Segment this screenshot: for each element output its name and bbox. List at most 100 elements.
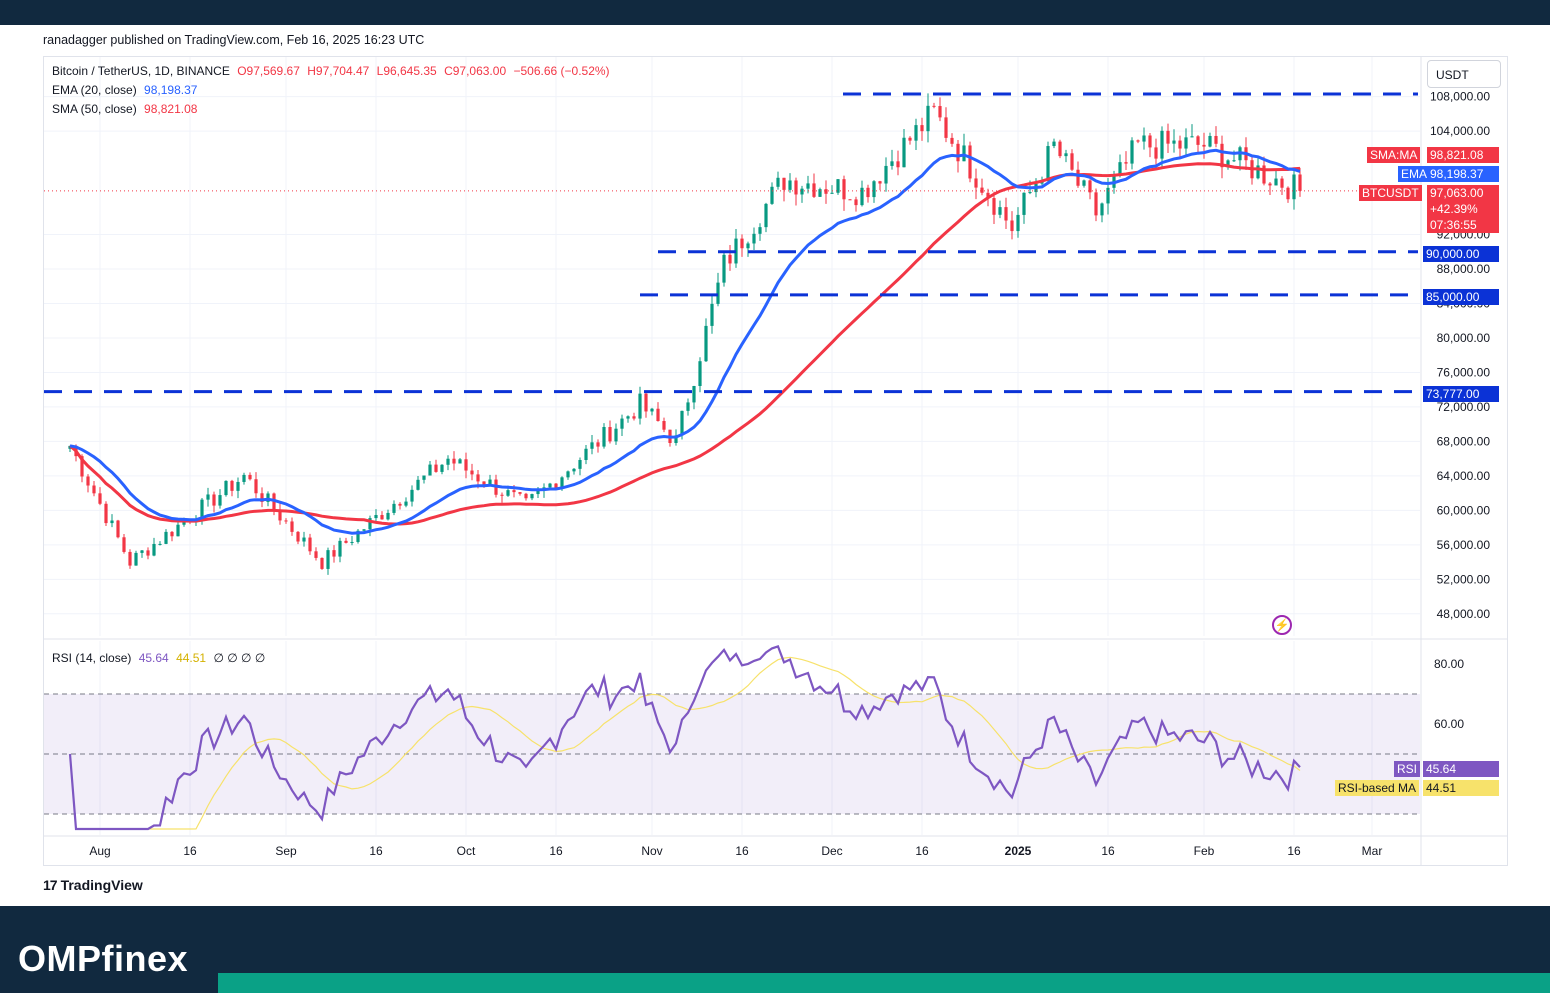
candle <box>878 181 882 184</box>
ema-legend[interactable]: EMA (20, close) 98,198.37 <box>52 83 201 97</box>
candle <box>1100 203 1104 216</box>
open-value: O97,569.67 <box>237 64 300 78</box>
candle <box>368 518 372 530</box>
candle <box>656 408 660 422</box>
candle <box>1166 130 1170 144</box>
candle <box>1022 192 1026 215</box>
candle <box>818 189 822 197</box>
candle <box>1124 162 1128 164</box>
time-tick-label: 16 <box>183 844 197 858</box>
candle <box>152 543 156 556</box>
rsi-tick-label: 80.00 <box>1434 657 1464 671</box>
candle <box>554 483 558 489</box>
candle <box>1226 160 1230 168</box>
candle <box>1280 178 1284 188</box>
lightning-icon[interactable]: ⚡ <box>1272 615 1292 635</box>
candle <box>140 550 144 553</box>
candle <box>1190 136 1194 138</box>
candle <box>944 117 948 138</box>
time-tick-label: Nov <box>641 844 662 858</box>
tradingview-logo[interactable]: 17 TradingView <box>43 877 143 893</box>
candle <box>242 474 246 482</box>
candle <box>182 521 186 525</box>
price-tick-label: 80,000.00 <box>1437 331 1491 345</box>
candle <box>812 183 816 197</box>
candle <box>680 410 684 436</box>
candle <box>128 551 132 566</box>
price-tick-label: 52,000.00 <box>1437 572 1491 586</box>
candle <box>806 183 810 189</box>
candle <box>110 520 114 524</box>
candle <box>1148 135 1152 148</box>
candle <box>872 181 876 198</box>
candle <box>1160 130 1164 159</box>
candle <box>1274 178 1278 186</box>
change-percent: +42.39% <box>1430 202 1478 216</box>
candle <box>932 105 936 107</box>
rsi-legend[interactable]: RSI (14, close) 45.64 44.51 ∅ ∅ ∅ ∅ <box>52 651 269 665</box>
candle <box>764 203 768 228</box>
candle <box>320 557 324 569</box>
time-tick-label: Dec <box>821 844 842 858</box>
candle <box>1184 137 1188 149</box>
symbol-legend: Bitcoin / TetherUS, 1D, BINANCE O97,569.… <box>52 64 614 78</box>
candle <box>482 481 486 486</box>
candle <box>1298 174 1302 191</box>
candle <box>992 198 996 215</box>
ema-label: EMA (20, close) <box>52 83 137 97</box>
bar-countdown: 07:36:55 <box>1430 218 1477 232</box>
sma-legend[interactable]: SMA (50, close) 98,821.08 <box>52 102 201 116</box>
currency-selector[interactable]: USDT <box>1427 60 1501 88</box>
candle <box>854 199 858 206</box>
candle <box>776 177 780 187</box>
candle <box>344 540 348 543</box>
candle <box>1088 180 1092 193</box>
brand-name-b: finex <box>101 938 189 979</box>
candle <box>596 442 600 447</box>
publisher-caption: ranadagger published on TradingView.com,… <box>43 33 425 47</box>
candle <box>146 550 150 556</box>
candle <box>374 515 378 519</box>
price-tick-label: 64,000.00 <box>1437 469 1491 483</box>
tradingview-wordmark: TradingView <box>60 877 143 893</box>
time-tick-label: 16 <box>1287 844 1301 858</box>
candle <box>626 416 630 419</box>
rsi-ma-name-tag: RSI-based MA <box>1335 780 1420 796</box>
candle <box>1292 174 1296 200</box>
candle <box>392 503 396 513</box>
price-tick-label: 56,000.00 <box>1437 538 1491 552</box>
candle <box>848 199 852 201</box>
brand-accent-strip <box>218 973 1550 993</box>
candle <box>758 227 762 234</box>
candle <box>1010 220 1014 232</box>
candle <box>296 531 300 542</box>
candle <box>836 179 840 193</box>
sma-name-tag: SMA:MA <box>1367 147 1421 163</box>
candle <box>410 489 414 502</box>
candle <box>1046 146 1050 182</box>
candle <box>308 537 312 552</box>
ema-price-tag: 98,198.37 <box>1427 166 1499 182</box>
tradingview-mark-icon: 17 <box>43 877 58 893</box>
candle <box>458 459 462 464</box>
candle <box>710 303 714 326</box>
candle <box>1154 147 1158 159</box>
candle <box>164 531 168 544</box>
candle <box>1214 135 1218 144</box>
candle <box>1082 180 1086 186</box>
candle <box>908 137 912 141</box>
price-tick-label: 88,000.00 <box>1437 262 1491 276</box>
candle <box>548 483 552 488</box>
candle <box>248 474 252 480</box>
time-tick-label: Oct <box>457 844 476 858</box>
price-tick-label: 68,000.00 <box>1437 434 1491 448</box>
candle <box>782 177 786 190</box>
candle <box>452 458 456 464</box>
candle <box>512 490 516 493</box>
candle <box>314 551 318 558</box>
candle <box>698 361 702 386</box>
sma-price-tag: 98,821.08 <box>1427 147 1499 163</box>
candle <box>674 435 678 443</box>
candle <box>974 178 978 188</box>
